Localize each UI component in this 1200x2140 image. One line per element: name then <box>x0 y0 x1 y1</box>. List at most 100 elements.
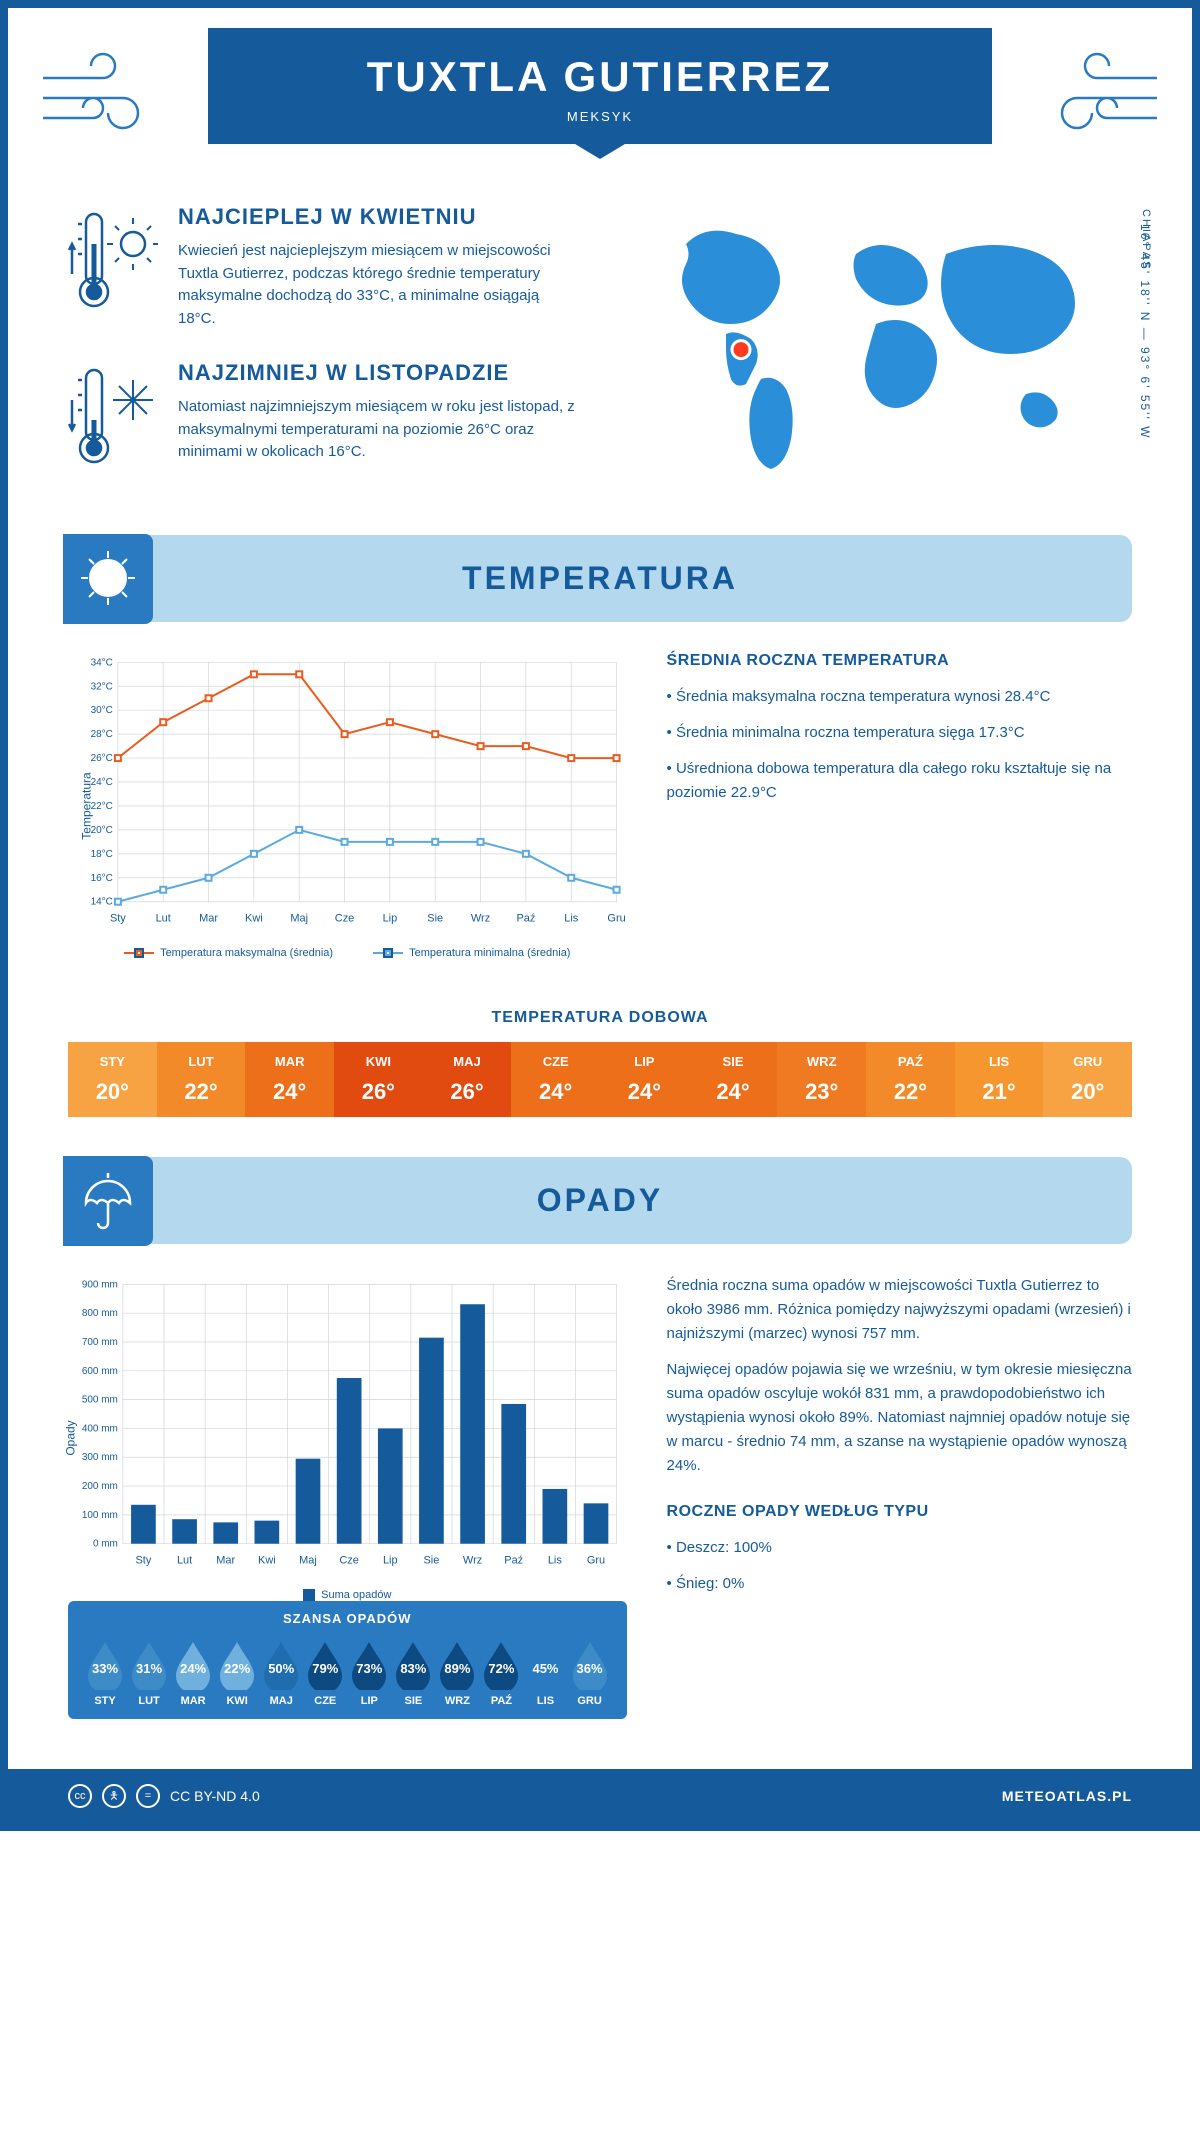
rain-drop-cell: 36%GRU <box>568 1638 612 1707</box>
temp-strip-cell: CZE24° <box>511 1042 600 1117</box>
svg-text:900 mm: 900 mm <box>82 1279 118 1290</box>
nd-icon: = <box>136 1784 160 1808</box>
temp-strip-cell: SIE24° <box>689 1042 778 1117</box>
svg-text:Lis: Lis <box>564 913 579 925</box>
svg-text:Cze: Cze <box>339 1555 359 1567</box>
coordinates: 16° 45' 18'' N — 93° 6' 55'' W <box>1138 224 1152 439</box>
svg-text:300 mm: 300 mm <box>82 1452 118 1463</box>
temperature-section-header: TEMPERATURA <box>68 535 1132 622</box>
temp-strip-cell: STY20° <box>68 1042 157 1117</box>
svg-text:32°C: 32°C <box>91 681 113 692</box>
rain-drop-cell: 89%WRZ <box>435 1638 479 1707</box>
svg-text:22°C: 22°C <box>91 801 113 812</box>
svg-text:200 mm: 200 mm <box>82 1481 118 1492</box>
svg-text:Paź: Paź <box>504 1555 523 1567</box>
rain-type-item: • Deszcz: 100% <box>667 1536 1132 1560</box>
temp-strip-cell: WRZ23° <box>777 1042 866 1117</box>
svg-text:30°C: 30°C <box>91 705 113 716</box>
site-name: METEOATLAS.PL <box>1002 1788 1132 1804</box>
svg-text:24°C: 24°C <box>91 777 113 788</box>
warmest-text: Kwiecień jest najcieplejszym miesiącem w… <box>178 240 580 330</box>
svg-text:Sty: Sty <box>110 913 126 925</box>
svg-text:Sie: Sie <box>427 913 443 925</box>
coldest-block: NAJZIMNIEJ W LISTOPADZIE Natomiast najzi… <box>68 360 580 475</box>
svg-text:Mar: Mar <box>216 1555 235 1567</box>
temp-bullet: • Średnia minimalna roczna temperatura s… <box>667 721 1132 745</box>
svg-text:18°C: 18°C <box>91 849 113 860</box>
temp-summary-title: ŚREDNIA ROCZNA TEMPERATURA <box>667 652 1132 670</box>
temp-bullet: • Średnia maksymalna roczna temperatura … <box>667 685 1132 709</box>
svg-text:Wrz: Wrz <box>471 913 490 925</box>
svg-text:14°C: 14°C <box>91 897 113 908</box>
svg-text:Lut: Lut <box>156 913 171 925</box>
rain-drop-cell: 33%STY <box>83 1638 127 1707</box>
license-text: CC BY-ND 4.0 <box>170 1788 260 1804</box>
svg-text:Wrz: Wrz <box>463 1555 482 1567</box>
rain-drop-cell: 79%CZE <box>303 1638 347 1707</box>
rain-drop-cell: 72%PAŹ <box>479 1638 523 1707</box>
thermometer-hot-icon <box>68 204 158 330</box>
temp-bullet: • Uśredniona dobowa temperatura dla całe… <box>667 757 1132 805</box>
rain-drop-cell: 50%MAJ <box>259 1638 303 1707</box>
svg-text:400 mm: 400 mm <box>82 1423 118 1434</box>
svg-text:16°C: 16°C <box>91 873 113 884</box>
rain-drop-cell: 73%LIP <box>347 1638 391 1707</box>
rain-by-type-title: ROCZNE OPADY WEDŁUG TYPU <box>667 1503 1132 1521</box>
svg-text:800 mm: 800 mm <box>82 1308 118 1319</box>
page-header: TUXTLA GUTIERREZ MEKSYK <box>208 28 992 144</box>
svg-text:Lip: Lip <box>383 1555 398 1567</box>
cc-icon: cc <box>68 1784 92 1808</box>
daily-temp-title: TEMPERATURA DOBOWA <box>8 1009 1192 1027</box>
page-subtitle: MEKSYK <box>208 109 992 124</box>
by-icon: 🯅 <box>102 1784 126 1808</box>
svg-text:Lis: Lis <box>548 1555 563 1567</box>
world-map <box>620 204 1132 484</box>
page-footer: cc 🯅 = CC BY-ND 4.0 METEOATLAS.PL <box>8 1769 1192 1823</box>
page-title: TUXTLA GUTIERREZ <box>208 53 992 101</box>
svg-text:28°C: 28°C <box>91 729 113 740</box>
rain-drop-cell: 45%LIS <box>523 1638 567 1707</box>
temp-strip-cell: LUT22° <box>157 1042 246 1117</box>
warmest-block: NAJCIEPLEJ W KWIETNIU Kwiecień jest najc… <box>68 204 580 330</box>
svg-text:Paź: Paź <box>516 913 535 925</box>
svg-text:500 mm: 500 mm <box>82 1395 118 1406</box>
rain-section-header: OPADY <box>68 1157 1132 1244</box>
rain-para-2: Najwięcej opadów pojawia się we wrześniu… <box>667 1358 1132 1478</box>
rain-drop-cell: 31%LUT <box>127 1638 171 1707</box>
sun-icon <box>63 534 153 624</box>
svg-text:20°C: 20°C <box>91 825 113 836</box>
rain-drop-cell: 24%MAR <box>171 1638 215 1707</box>
wind-icon-right <box>1022 38 1162 153</box>
svg-text:600 mm: 600 mm <box>82 1366 118 1377</box>
svg-text:Sie: Sie <box>423 1555 439 1567</box>
temp-strip-cell: PAŹ22° <box>866 1042 955 1117</box>
warmest-title: NAJCIEPLEJ W KWIETNIU <box>178 204 580 230</box>
svg-text:Mar: Mar <box>199 913 218 925</box>
temp-strip-cell: MAR24° <box>245 1042 334 1117</box>
temp-strip-cell: LIP24° <box>600 1042 689 1117</box>
svg-text:Lip: Lip <box>383 913 398 925</box>
location-marker <box>732 341 750 359</box>
rain-drop-cell: 83%SIE <box>391 1638 435 1707</box>
coldest-text: Natomiast najzimniejszym miesiącem w rok… <box>178 396 580 464</box>
rain-para-1: Średnia roczna suma opadów w miejscowośc… <box>667 1274 1132 1346</box>
svg-text:100 mm: 100 mm <box>82 1510 118 1521</box>
svg-text:Lut: Lut <box>177 1555 192 1567</box>
rainfall-bar-chart: Opady 0 mm100 mm200 mm300 mm400 mm500 mm… <box>68 1274 627 1601</box>
svg-text:Gru: Gru <box>587 1555 605 1567</box>
svg-text:0 mm: 0 mm <box>93 1539 118 1550</box>
wind-icon-left <box>38 38 178 153</box>
svg-text:Cze: Cze <box>335 913 355 925</box>
svg-text:Kwi: Kwi <box>245 913 263 925</box>
rain-type-item: • Śnieg: 0% <box>667 1572 1132 1596</box>
rain-drop-cell: 22%KWI <box>215 1638 259 1707</box>
temperature-line-chart: Temperatura 14°C16°C18°C20°C22°C24°C26°C… <box>68 652 627 959</box>
thermometer-cold-icon <box>68 360 158 475</box>
temp-strip-cell: GRU20° <box>1043 1042 1132 1117</box>
svg-text:26°C: 26°C <box>91 753 113 764</box>
temp-strip-cell: MAJ26° <box>423 1042 512 1117</box>
daily-temperature-strip: STY20°LUT22°MAR24°KWI26°MAJ26°CZE24°LIP2… <box>68 1042 1132 1117</box>
temp-strip-cell: KWI26° <box>334 1042 423 1117</box>
coldest-title: NAJZIMNIEJ W LISTOPADZIE <box>178 360 580 386</box>
svg-text:Kwi: Kwi <box>258 1555 276 1567</box>
